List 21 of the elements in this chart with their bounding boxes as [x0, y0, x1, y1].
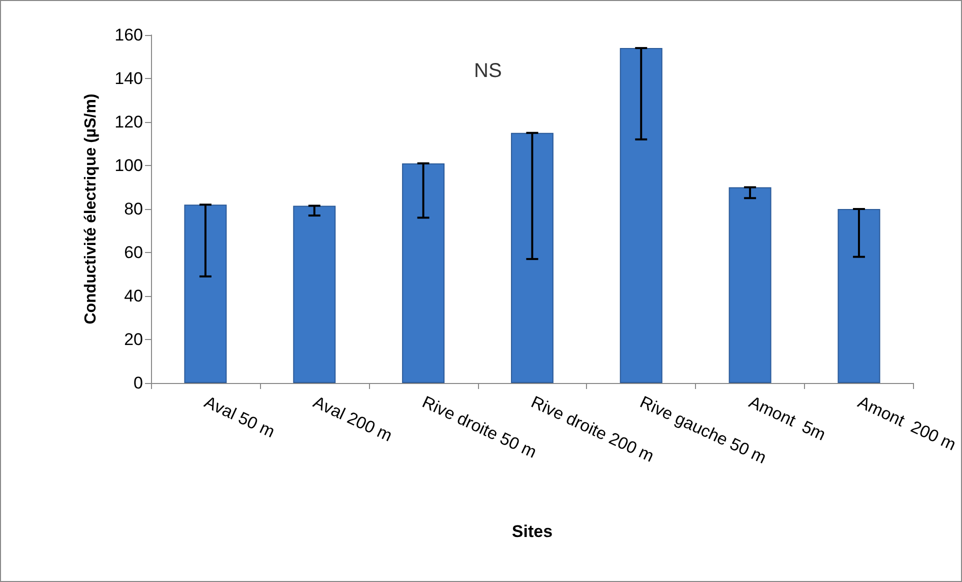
x-tick-label: Aval 200 m — [310, 392, 396, 446]
x-tick-label: Aval 50 m — [201, 392, 278, 442]
y-tick-label: 120 — [114, 112, 143, 132]
bar — [184, 204, 227, 383]
annotation: NS — [474, 60, 502, 82]
y-tick-label: 80 — [124, 200, 143, 218]
bar — [620, 48, 662, 383]
x-axis-title: Sites — [512, 522, 553, 541]
bar — [293, 206, 336, 383]
bar — [728, 187, 772, 383]
bar — [402, 163, 445, 383]
bar — [838, 209, 880, 383]
y-tick-label: 100 — [114, 156, 143, 175]
y-tick-label: 0 — [134, 374, 143, 392]
y-tick-label: 60 — [124, 243, 143, 262]
y-tick-label: 40 — [124, 286, 143, 306]
bar — [510, 132, 554, 383]
y-axis-title: Conductivité électrique (µS/m) — [82, 94, 100, 324]
y-tick-label: 20 — [124, 330, 143, 349]
y-tick-label: 140 — [114, 69, 143, 88]
y-tick-label: 160 — [114, 26, 143, 44]
